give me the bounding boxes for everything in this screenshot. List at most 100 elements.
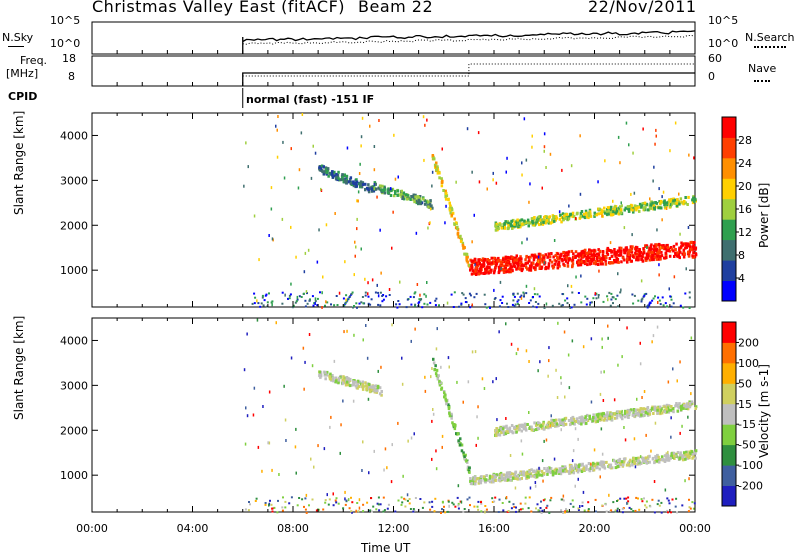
range-cell (600, 370, 602, 374)
range-cell (560, 216, 564, 220)
range-cell (546, 466, 549, 470)
range-cell (664, 302, 667, 305)
range-cell (551, 424, 555, 427)
range-cell (626, 413, 629, 417)
range-cell (663, 199, 666, 203)
range-cell (359, 180, 363, 184)
range-cell (617, 208, 620, 212)
range-cell (667, 499, 670, 502)
range-cell (444, 189, 447, 193)
range-cell (532, 305, 535, 308)
range-cell (464, 297, 467, 300)
range-cell (620, 201, 622, 205)
summary-lines (91, 30, 696, 108)
range-cell (579, 263, 583, 267)
range-cell (552, 418, 556, 422)
range-cell (661, 246, 664, 250)
range-cell (383, 188, 386, 191)
range-cell (538, 473, 541, 477)
range-cell (570, 465, 573, 468)
range-cell (557, 262, 561, 266)
range-cell (590, 462, 592, 466)
range-cell (436, 165, 439, 169)
range-cell (652, 297, 655, 300)
range-cell (365, 324, 367, 327)
range-cell (655, 128, 657, 132)
range-cell (543, 219, 547, 223)
range-cell (551, 473, 555, 477)
range-cell (454, 221, 458, 225)
range-cell (596, 252, 600, 256)
range-cell (326, 168, 330, 172)
range-cell (592, 416, 595, 419)
range-cell (458, 305, 460, 308)
range-cell (552, 420, 555, 424)
range-cell (671, 498, 674, 501)
range-cell (332, 504, 335, 507)
range-cell (659, 199, 663, 203)
range-cell (268, 234, 270, 237)
range-cell (580, 274, 582, 278)
range-cell (538, 466, 540, 470)
range-cell (660, 250, 663, 254)
range-cell (331, 374, 334, 377)
range-cell (575, 465, 579, 469)
range-cell (679, 232, 681, 236)
range-cell (643, 497, 645, 500)
range-cell (595, 213, 599, 217)
range-cell (326, 493, 328, 497)
range-cell (474, 269, 477, 273)
range-cell (626, 257, 629, 261)
range-cell (579, 192, 582, 196)
range-cell (571, 215, 575, 219)
range-cell (417, 302, 420, 305)
range-cell (569, 423, 572, 427)
range-cell (596, 462, 600, 466)
range-cell (278, 473, 280, 476)
range-cell (569, 502, 572, 505)
range-cell (605, 251, 609, 255)
range-cell (534, 301, 537, 303)
range-cell (632, 151, 634, 155)
range-cell (663, 201, 666, 204)
range-cell (621, 204, 623, 208)
range-cell (543, 261, 546, 265)
range-cell (270, 503, 273, 506)
range-cell (298, 497, 301, 499)
range-cell (682, 248, 686, 252)
range-cell (692, 507, 695, 510)
range-cell (434, 304, 437, 307)
range-cell (362, 503, 365, 506)
range-cell (633, 408, 636, 412)
range-cell (578, 468, 582, 472)
range-cell (672, 199, 675, 203)
range-cell (660, 501, 663, 504)
range-cell (494, 496, 497, 499)
range-cell (324, 377, 327, 381)
range-cell (657, 296, 660, 299)
range-cell (672, 367, 674, 371)
range-cell (366, 382, 369, 386)
range-cell (422, 115, 425, 119)
range-cell (602, 418, 606, 422)
range-cell (269, 499, 271, 502)
range-cell (588, 208, 592, 212)
range-cell (373, 145, 376, 148)
range-cell (560, 304, 563, 307)
range-cell (352, 399, 355, 403)
velocity-ylabel: Slant Range [km] (12, 315, 26, 420)
range-cell (571, 264, 574, 267)
range-cell (427, 200, 430, 204)
range-cell (625, 463, 629, 467)
range-cell (324, 304, 326, 307)
range-cell (325, 300, 327, 304)
range-cell (513, 295, 516, 298)
range-cell (479, 481, 483, 485)
range-cell (532, 254, 535, 258)
range-cell (253, 292, 256, 295)
range-cell (282, 140, 284, 144)
range-cell (381, 189, 384, 192)
range-cell (415, 231, 418, 235)
range-cell (486, 265, 489, 269)
range-cell (382, 298, 385, 301)
